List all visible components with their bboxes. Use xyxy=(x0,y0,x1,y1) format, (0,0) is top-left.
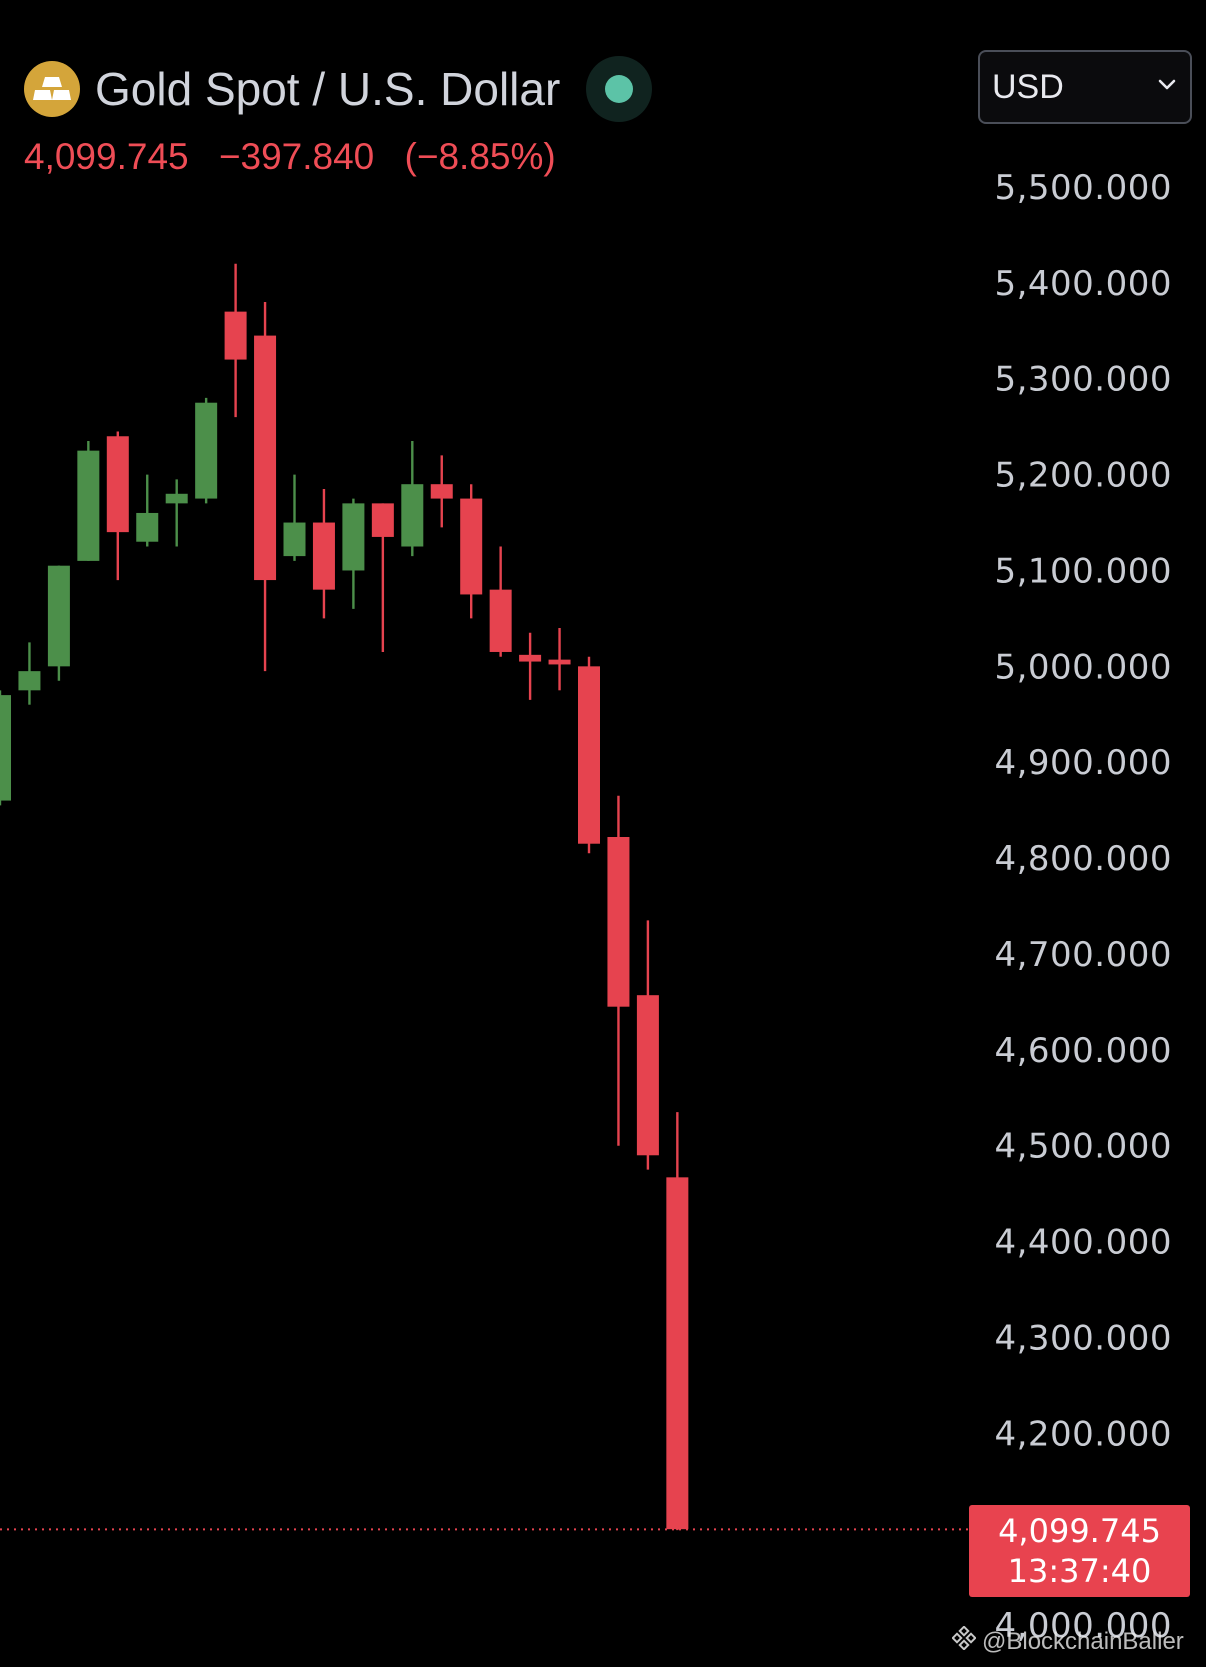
watermark-text: @BlockchainBaller xyxy=(982,1627,1184,1655)
candle-body-down xyxy=(254,335,277,581)
y-tick-label: 4,900.000 xyxy=(994,743,1172,783)
candle-body-up xyxy=(165,493,188,504)
candle-body-down xyxy=(666,1177,689,1530)
candle xyxy=(106,431,129,581)
y-tick-label: 4,400.000 xyxy=(994,1223,1172,1263)
candle xyxy=(136,474,159,547)
market-open-dot-icon xyxy=(605,75,634,103)
price-axis[interactable]: 5,500.000 5,400.000 5,300.000 5,200.000 5,10… xyxy=(994,168,1172,1646)
y-tick-label: 5,100.000 xyxy=(994,551,1172,591)
y-tick-label: 5,500.000 xyxy=(994,168,1172,208)
watermark: @BlockchainBaller xyxy=(951,1625,1184,1657)
candle xyxy=(165,479,188,547)
symbol-header: Gold Spot / U.S. Dollar xyxy=(24,56,653,122)
candle xyxy=(489,546,512,657)
candle xyxy=(371,503,394,652)
candle xyxy=(254,302,277,672)
y-tick-label: 4,700.000 xyxy=(994,935,1172,975)
currency-select[interactable]: USD xyxy=(978,50,1192,124)
quote-line: 4,099.745 −397.840 (−8.85%) xyxy=(24,136,556,178)
last-price-tag-value: 4,099.745 xyxy=(998,1512,1161,1550)
y-tick-label: 4,600.000 xyxy=(994,1031,1172,1071)
y-tick-label: 4,200.000 xyxy=(994,1414,1172,1454)
y-tick-label: 5,400.000 xyxy=(994,264,1172,304)
candle xyxy=(0,690,11,806)
candle-body-up xyxy=(342,503,365,571)
last-price: 4,099.745 xyxy=(24,136,189,177)
currency-value: USD xyxy=(992,67,1064,106)
candle xyxy=(607,795,630,1146)
candle-body-down xyxy=(312,522,335,590)
y-tick-label: 4,800.000 xyxy=(994,839,1172,879)
y-tick-label: 4,000.000 xyxy=(994,1606,1172,1646)
candle-body-down xyxy=(460,498,483,595)
candle-body-up xyxy=(136,512,159,542)
candle-body-down xyxy=(371,503,394,537)
candle-body-down xyxy=(519,654,542,662)
candle-body-up xyxy=(47,565,70,667)
candle xyxy=(18,642,41,705)
y-tick-label: 4,300.000 xyxy=(994,1318,1172,1358)
y-tick-label: 4,500.000 xyxy=(994,1127,1172,1167)
symbol-title: Gold Spot / U.S. Dollar xyxy=(95,63,561,115)
candle xyxy=(636,920,659,1170)
candle-body-down xyxy=(106,436,129,533)
market-status-indicator xyxy=(586,56,653,122)
candle xyxy=(224,263,247,418)
candle-body-down xyxy=(578,666,600,844)
candle xyxy=(283,474,306,561)
candle xyxy=(578,656,600,854)
candle-body-down xyxy=(636,995,659,1156)
candle xyxy=(519,632,542,700)
candle xyxy=(430,455,453,528)
candle-body-down xyxy=(430,484,453,499)
price-change: −397.840 xyxy=(218,136,375,177)
candles-layer xyxy=(0,263,689,1531)
y-tick-label: 5,300.000 xyxy=(994,360,1172,400)
candle-body-up xyxy=(0,695,11,801)
candle xyxy=(47,565,70,681)
candle-body-up xyxy=(195,402,218,499)
last-price-tag: 4,099.745 13:37:40 xyxy=(969,1505,1190,1597)
candle-body-up xyxy=(18,671,41,691)
candle-body-up xyxy=(283,522,306,557)
candle-body-up xyxy=(77,450,100,561)
candle xyxy=(460,484,483,619)
candle xyxy=(548,628,571,691)
chevron-down-icon xyxy=(1158,78,1176,96)
y-tick-label: 5,200.000 xyxy=(994,456,1172,496)
price-change-percent: (−8.85%) xyxy=(404,136,556,177)
candle xyxy=(77,441,100,561)
binance-logo-icon xyxy=(951,1625,977,1657)
candle-countdown: 13:37:40 xyxy=(1007,1552,1152,1590)
candle-body-down xyxy=(607,836,630,1007)
candle xyxy=(342,498,365,609)
candle-body-up xyxy=(401,484,424,547)
candle-body-down xyxy=(548,659,571,665)
candle xyxy=(666,1112,689,1531)
y-tick-label: 5,000.000 xyxy=(994,647,1172,687)
candle xyxy=(401,441,424,557)
candle xyxy=(312,488,335,619)
gold-bars-icon xyxy=(24,61,80,117)
candle-body-down xyxy=(489,589,512,652)
candle-body-down xyxy=(224,311,247,360)
candle xyxy=(195,397,218,504)
